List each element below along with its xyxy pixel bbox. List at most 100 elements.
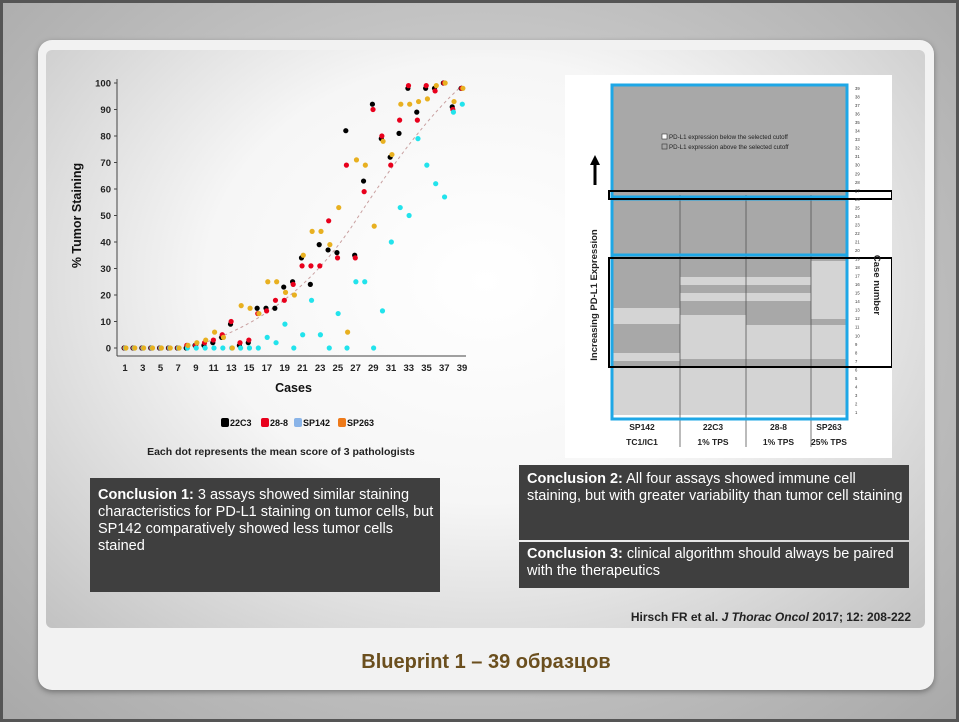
conclusion-2-label: Conclusion 2:	[527, 471, 623, 487]
case-number: 32	[855, 146, 860, 151]
citation-rest: 2017; 12: 208-222	[808, 610, 911, 624]
y-tick-label: 60	[100, 185, 111, 196]
case-number: 28	[855, 180, 860, 185]
data-point-sp263	[176, 345, 182, 351]
data-point-sp263	[327, 242, 333, 248]
28-8-light-3	[746, 325, 811, 359]
conclusion-1-label: Conclusion 1:	[98, 487, 194, 503]
data-point-sp142	[406, 212, 412, 219]
x-tick-label: 31	[386, 363, 397, 374]
legend-below-swatch	[661, 133, 668, 140]
data-point-sp142	[264, 334, 270, 340]
data-point-28-8	[343, 162, 350, 168]
case-number: 31	[855, 154, 860, 159]
data-point-sp142	[450, 109, 457, 115]
assay-cutoff: 1% TPS	[697, 437, 729, 447]
x-tick-label: 15	[244, 363, 255, 374]
legend-label-28-8: 28-8	[270, 418, 288, 428]
data-point-sp142	[335, 310, 341, 317]
data-point-sp263	[194, 340, 200, 346]
x-tick-label: 5	[158, 363, 164, 374]
data-point-sp142	[246, 345, 253, 351]
x-tick-label: 13	[226, 363, 237, 374]
legend-above-label: PD-L1 expression above the selected cuto…	[669, 144, 789, 151]
data-point-sp263	[460, 85, 466, 91]
data-point-22c3	[281, 284, 287, 290]
data-point-sp142	[388, 239, 394, 245]
data-point-28-8	[281, 297, 287, 303]
case-number: 36	[855, 112, 860, 117]
data-point-sp263	[185, 342, 191, 348]
data-point-sp263	[353, 157, 360, 163]
conclusion-3-text: clinical algorithm should always be pair…	[527, 546, 894, 579]
data-point-22c3	[307, 281, 313, 287]
x-tick-label: 3	[140, 363, 145, 374]
case-number: 29	[855, 171, 860, 176]
data-point-sp142	[300, 332, 306, 338]
data-point-sp142	[441, 194, 448, 200]
data-point-sp263	[158, 345, 164, 351]
citation: Hirsch FR et al. J Thorac Oncol 2017; 12…	[631, 610, 911, 624]
data-point-22c3	[360, 178, 367, 184]
data-point-sp142	[379, 308, 386, 314]
data-point-sp263	[300, 252, 306, 258]
data-point-sp263	[238, 303, 244, 309]
slide-card: 0 10 20 30 40 50 60 70 80 90 100 1 3 5 7 9 11 13 15 17 19 21 2…	[38, 40, 934, 690]
case-number: 1	[855, 410, 858, 415]
data-point-sp263	[282, 289, 289, 295]
conclusion-2-text: All four assays showed immune cell stain…	[527, 471, 903, 504]
data-point-sp263	[433, 83, 439, 89]
y-tick-label: 90	[100, 105, 111, 116]
case-number: 13	[855, 308, 860, 313]
citation-authors: Hirsch FR et al.	[630, 610, 719, 624]
x-tick-label: 33	[404, 363, 415, 374]
case-number: 30	[855, 163, 860, 168]
y-tick-label: 0	[106, 344, 111, 355]
data-point-sp142	[308, 297, 315, 303]
data-point-sp263	[141, 345, 147, 351]
assay-name: 28-8	[770, 422, 787, 432]
case-number: 27	[855, 188, 860, 193]
22c3-light-1	[680, 277, 746, 285]
data-point-22c3	[254, 305, 260, 311]
sp142-light-2	[612, 353, 680, 361]
data-point-22c3	[343, 128, 349, 134]
case-number: 19	[855, 257, 860, 262]
trend-line	[195, 85, 463, 346]
data-point-sp263	[336, 204, 342, 211]
case-number: 12	[855, 316, 860, 321]
y-tick-label: 20	[100, 291, 111, 302]
data-point-sp142	[291, 345, 297, 351]
x-tick-label: 39	[457, 363, 468, 374]
data-point-sp263	[424, 96, 431, 102]
data-point-sp263	[167, 345, 173, 351]
data-point-sp263	[309, 228, 315, 234]
data-point-sp263	[389, 151, 395, 158]
case-number: 15	[855, 291, 860, 296]
data-point-sp142	[433, 181, 439, 187]
case-number: 7	[855, 359, 858, 364]
x-tick-label: 9	[193, 363, 198, 374]
x-tick-label: 29	[368, 363, 379, 374]
data-point-28-8	[334, 255, 341, 261]
case-number: 18	[855, 265, 860, 270]
case-number: 37	[855, 103, 860, 108]
pdl1-expression-panel: PD-L1 expression below the selected cuto…	[565, 75, 892, 458]
assay-name: 22C3	[703, 422, 724, 432]
case-number: 14	[855, 299, 860, 304]
data-point-22c3	[396, 130, 402, 136]
case-number: 33	[855, 137, 860, 142]
data-point-22c3	[325, 247, 331, 253]
data-point-28-8	[272, 297, 279, 303]
data-point-sp263	[149, 345, 156, 351]
conclusion-2: Conclusion 2: All four assays showed imm…	[519, 465, 909, 540]
black-box-top	[608, 190, 892, 200]
assay-cutoff: 1% TPS	[763, 437, 795, 447]
assay-cutoff: 25% TPS	[811, 437, 847, 447]
data-point-28-8	[326, 218, 332, 224]
assay-cutoff: TC1/IC1	[626, 437, 658, 447]
data-point-sp263	[451, 98, 457, 105]
data-point-28-8	[299, 263, 305, 269]
legend-swatch-sp263	[338, 418, 346, 427]
data-point-sp142	[273, 340, 279, 346]
